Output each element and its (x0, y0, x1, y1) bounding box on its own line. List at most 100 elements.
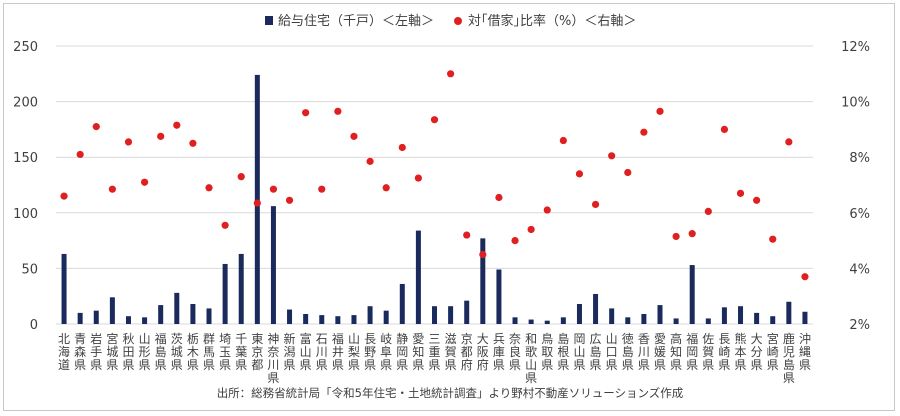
category-label: 福岡県 (686, 331, 698, 372)
right-tick-label: 10% (841, 96, 870, 111)
dot (624, 168, 632, 177)
right-tick-label: 2% (849, 318, 870, 333)
dot (108, 185, 116, 193)
category-label: 宮崎県 (767, 331, 779, 372)
dot (189, 139, 197, 147)
category-label: 茨城県 (171, 332, 183, 372)
dot (205, 184, 213, 192)
legend-dot-swatch (454, 17, 462, 25)
dot (430, 116, 439, 124)
bar (415, 230, 421, 324)
bar (109, 297, 115, 324)
left-axis: 0 50 100 150 200 250 (13, 40, 38, 333)
dot (237, 173, 245, 181)
category-label: 鳥取県 (541, 331, 553, 372)
dot (140, 178, 149, 186)
category-label: 山梨県 (348, 332, 360, 372)
dot (672, 232, 680, 241)
bar (689, 265, 695, 324)
dot (543, 206, 551, 214)
category-label: 兵庫県 (493, 332, 505, 372)
bar (367, 306, 373, 324)
category-label: 京都府 (461, 332, 473, 372)
left-tick-label: 200 (13, 96, 38, 111)
dot (398, 143, 406, 152)
category-label: 千葉県 (235, 332, 247, 372)
bar (303, 313, 309, 324)
category-label: 愛知県 (412, 332, 424, 372)
category-label: 富山県 (300, 331, 312, 372)
bar (625, 317, 631, 324)
category-label: 栃木県 (187, 332, 199, 372)
bar (270, 206, 276, 324)
legend-dot-label: 対｢借家｣比率（%）＜右軸＞ (468, 13, 636, 29)
right-tick-label: 12% (841, 40, 870, 55)
dot (769, 235, 777, 243)
bar (335, 316, 341, 324)
dot (157, 132, 165, 140)
category-label: 岡山県 (573, 332, 585, 372)
category-label: 島根県 (557, 331, 569, 372)
bar (399, 283, 405, 324)
dot (173, 121, 181, 129)
dot (511, 237, 519, 245)
category-label: 岩手県 (90, 331, 102, 372)
bar (351, 315, 357, 324)
category-label: 奈良県 (509, 332, 521, 372)
dot (640, 128, 648, 136)
left-tick-label: 50 (21, 262, 38, 277)
category-label: 和歌山県 (525, 332, 537, 385)
bar (448, 306, 454, 324)
category-label: 長野県 (364, 332, 376, 372)
category-label: 福井県 (332, 331, 344, 372)
dot (60, 192, 68, 200)
right-tick-label: 6% (849, 207, 870, 222)
bar (61, 253, 67, 324)
bar (206, 308, 212, 324)
dot (575, 170, 584, 178)
category-label: 沖縄県 (799, 332, 811, 372)
bar (754, 312, 760, 324)
category-label: 青森県 (74, 332, 86, 372)
dot (382, 184, 390, 192)
category-label: 福島県 (155, 331, 167, 372)
bar (383, 310, 389, 324)
chart-frame (3, 3, 895, 411)
dot (269, 185, 278, 193)
bar (464, 300, 470, 324)
grid-lines (56, 45, 813, 325)
dot (495, 193, 503, 202)
bar (770, 316, 776, 324)
bar (158, 305, 164, 324)
left-tick-label: 0 (30, 318, 38, 333)
bar (190, 303, 196, 324)
category-label: 香川県 (638, 332, 650, 372)
bar (593, 293, 599, 324)
category-axis: 北海道青森県岩手県宮城県秋田県山形県福島県茨城県栃木県群馬県埼玉県千葉県東京都神… (58, 331, 811, 385)
dot (591, 200, 600, 209)
category-label: 佐賀県 (702, 332, 714, 372)
bar (641, 313, 647, 324)
category-label: 群馬県 (203, 332, 215, 372)
dot (527, 225, 535, 234)
bar (142, 317, 148, 324)
category-label: 岐阜県 (380, 332, 392, 372)
bar (738, 306, 744, 324)
dot (124, 138, 133, 146)
dot (318, 185, 326, 193)
category-label: 愛媛県 (654, 332, 666, 372)
bar (673, 318, 679, 324)
dot (350, 132, 358, 140)
category-label: 三重県 (428, 332, 440, 372)
bar (254, 74, 260, 324)
category-label: 大分県 (751, 332, 763, 372)
category-label: 滋賀県 (445, 332, 457, 372)
bar (93, 310, 99, 324)
legend-bar-label: 給与住宅（千戸）＜左軸＞ (278, 14, 434, 29)
bar (496, 269, 502, 324)
left-tick-label: 100 (13, 207, 38, 222)
bar (721, 307, 727, 324)
left-tick-label: 250 (13, 40, 38, 55)
bar (705, 318, 711, 324)
